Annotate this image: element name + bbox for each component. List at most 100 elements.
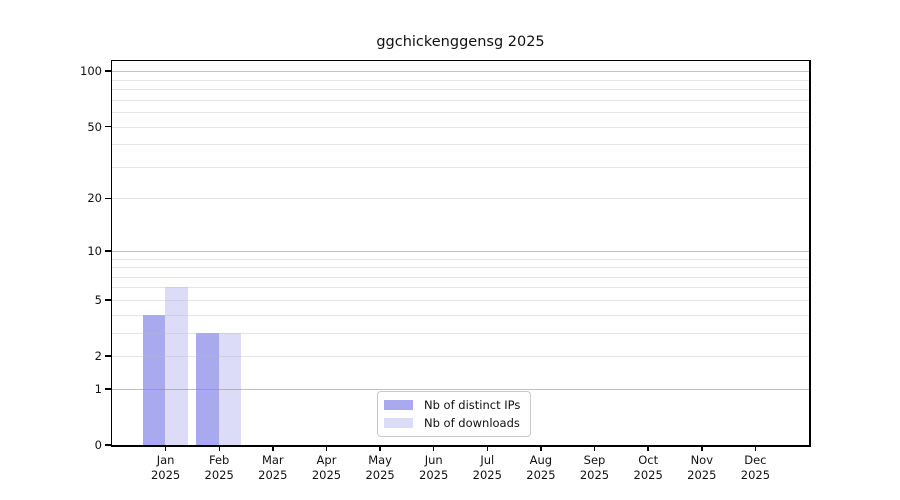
y-tick-label: 100 [80, 64, 102, 79]
y-tick-mark [105, 70, 112, 72]
x-tick-mark [701, 445, 703, 451]
year-label: 2025 [740, 467, 771, 482]
month-label: May [368, 453, 392, 467]
month-label: Sep [583, 453, 606, 467]
x-tick-label: Jun 2025 [399, 453, 469, 482]
minor-gridline [112, 166, 809, 168]
legend-label-distinct-ips: Nb of distinct IPs [424, 398, 521, 412]
x-tick-label: May 2025 [345, 453, 415, 482]
month-label: Apr [316, 453, 337, 467]
month-label: Mar [261, 453, 284, 467]
x-tick-label: Nov 2025 [667, 453, 737, 482]
y-tick-mark [105, 250, 112, 252]
x-tick-label: Aug 2025 [506, 453, 576, 482]
year-label: 2025 [472, 467, 502, 482]
y-tick-label: 20 [87, 191, 102, 206]
x-tick-label: Oct 2025 [613, 453, 683, 482]
y-axis-spine [110, 59, 112, 447]
minor-gridline [112, 314, 809, 316]
major-gridline [112, 250, 809, 252]
x-tick-label: Apr 2025 [292, 453, 362, 482]
top-spine [112, 59, 809, 61]
minor-gridline [112, 267, 809, 268]
chart-title: ggchickenggensg 2025 [376, 34, 545, 50]
x-tick-label: Sep 2025 [560, 453, 630, 482]
y-tick-mark [105, 125, 112, 128]
month-label: Oct [638, 453, 659, 467]
minor-gridline [112, 276, 809, 278]
bar-distinct-ips [142, 314, 166, 445]
month-label: Jun [424, 453, 443, 467]
x-tick-mark [486, 445, 489, 451]
x-tick-label: Feb 2025 [184, 453, 254, 482]
x-tick-mark [432, 445, 435, 451]
x-tick-mark [647, 445, 649, 451]
minor-gridline [112, 258, 809, 260]
year-label: 2025 [365, 467, 395, 482]
legend: Nb of distinct IPs Nb of downloads [377, 391, 532, 437]
year-label: 2025 [633, 467, 663, 482]
y-tick-label: 10 [87, 243, 102, 258]
x-axis-spine [112, 445, 809, 447]
minor-gridline [112, 89, 809, 91]
bar-distinct-ips [196, 332, 219, 445]
year-label: 2025 [687, 467, 717, 482]
year-label: 2025 [150, 467, 181, 482]
legend-item-downloads: Nb of downloads [384, 416, 520, 430]
legend-swatch-downloads [384, 418, 413, 428]
minor-gridline [112, 99, 809, 101]
month-label: Aug [529, 453, 553, 467]
y-tick-mark [105, 355, 112, 357]
minor-gridline [112, 144, 809, 146]
y-tick-mark [105, 444, 112, 446]
x-tick-mark [218, 445, 220, 451]
y-tick-label: 0 [94, 438, 102, 452]
right-spine [809, 59, 811, 447]
minor-gridline [112, 112, 809, 113]
x-tick-label: Mar 2025 [238, 453, 308, 482]
y-tick-mark [105, 197, 112, 200]
major-gridline [112, 198, 809, 200]
major-gridline [112, 356, 809, 357]
minor-gridline [112, 79, 809, 81]
x-tick-mark [540, 445, 542, 451]
year-label: 2025 [526, 467, 556, 482]
legend-item-distinct-ips: Nb of distinct IPs [384, 398, 520, 412]
legend-swatch-distinct-ips [384, 400, 413, 410]
minor-gridline [112, 332, 809, 334]
month-label: Dec [744, 453, 767, 467]
year-label: 2025 [419, 467, 449, 482]
plot-area: Nb of distinct IPs Nb of downloads [105, 59, 811, 451]
y-tick-label: 1 [94, 381, 102, 396]
bar-downloads [165, 287, 188, 445]
y-tick-label: 5 [94, 292, 102, 307]
month-label: Nov [690, 453, 714, 467]
year-label: 2025 [579, 467, 610, 482]
legend-label-downloads: Nb of downloads [424, 416, 520, 430]
x-tick-mark [593, 445, 596, 451]
month-label: Jan [156, 453, 175, 467]
x-tick-label: Jan 2025 [131, 453, 201, 482]
year-label: 2025 [258, 467, 288, 482]
x-tick-mark [325, 445, 328, 451]
y-tick-label: 50 [87, 119, 102, 134]
x-tick-mark [754, 445, 757, 451]
year-label: 2025 [204, 467, 234, 482]
major-gridline [112, 388, 809, 390]
x-tick-mark [164, 445, 167, 451]
x-tick-mark [379, 445, 381, 451]
year-label: 2025 [311, 467, 342, 482]
major-gridline [112, 126, 809, 128]
minor-gridline [112, 287, 809, 289]
major-gridline [112, 299, 809, 301]
month-label: Feb [209, 453, 230, 467]
y-tick-mark [105, 388, 112, 390]
x-tick-mark [272, 445, 274, 451]
y-tick-label: 2 [94, 349, 102, 363]
x-tick-label: Dec 2025 [720, 453, 790, 482]
y-tick-mark [105, 299, 112, 301]
bar-downloads [218, 332, 242, 445]
month-label: Jul [480, 453, 495, 467]
major-gridline [112, 71, 809, 73]
